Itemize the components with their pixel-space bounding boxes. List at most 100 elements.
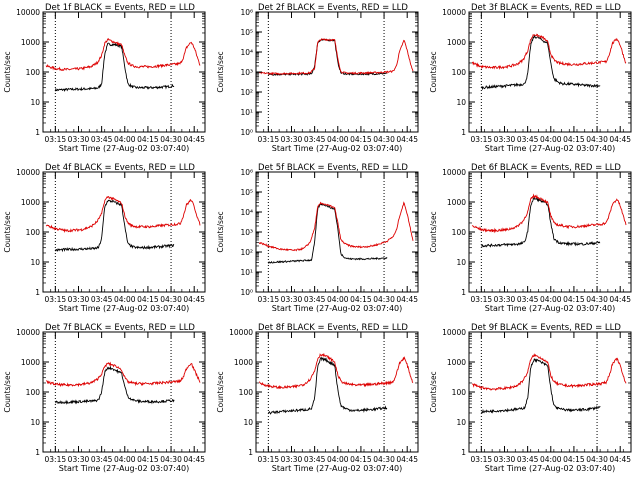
y-axis-label: Counts/sec bbox=[216, 211, 225, 252]
x-tick-label: 04:45 bbox=[183, 455, 205, 464]
y-tick-label: 10000 bbox=[442, 328, 466, 337]
y-tick-label: 100 bbox=[452, 228, 467, 237]
x-tick-label: 04:45 bbox=[183, 295, 205, 304]
x-tick-label: 04:15 bbox=[563, 295, 585, 304]
x-tick-label: 03:15 bbox=[258, 135, 280, 144]
series-lld bbox=[45, 361, 201, 388]
x-axis-label: Start Time (27-Aug-02 03:07:40) bbox=[485, 304, 616, 313]
x-tick-label: 04:30 bbox=[373, 135, 395, 144]
y-tick-label: 10 bbox=[456, 258, 466, 267]
x-tick-label: 03:15 bbox=[258, 295, 280, 304]
x-tick-label: 03:15 bbox=[45, 135, 67, 144]
series-events bbox=[268, 38, 388, 76]
x-axis-label: Start Time (27-Aug-02 03:07:40) bbox=[272, 144, 403, 153]
series-lld bbox=[471, 33, 627, 71]
plot-frame bbox=[468, 11, 632, 133]
x-tick-label: 03:15 bbox=[471, 135, 493, 144]
y-tick-label: 10¹ bbox=[240, 268, 253, 277]
y-tick-label: 1 bbox=[35, 288, 40, 297]
x-tick-label: 04:30 bbox=[160, 455, 182, 464]
y-tick-label: 1 bbox=[461, 288, 466, 297]
x-tick-label: 04:15 bbox=[350, 135, 372, 144]
x-axis-label: Start Time (27-Aug-02 03:07:40) bbox=[485, 464, 616, 473]
y-tick-label: 100 bbox=[26, 228, 41, 237]
x-tick-label: 03:45 bbox=[91, 295, 113, 304]
y-tick-label: 1 bbox=[35, 448, 40, 457]
panel-title: Det 2f BLACK = Events, RED = LLD bbox=[258, 3, 408, 13]
y-axis-label: Counts/sec bbox=[3, 51, 12, 92]
series-lld bbox=[258, 352, 414, 390]
y-tick-label: 10⁰ bbox=[240, 128, 253, 137]
y-tick-label: 1 bbox=[248, 448, 253, 457]
x-tick-label: 04:30 bbox=[373, 455, 395, 464]
x-axis-label: Start Time (27-Aug-02 03:07:40) bbox=[272, 464, 403, 473]
panel-det-9: Det 9f BLACK = Events, RED = LLD 1 10 100 10… bbox=[429, 323, 632, 473]
x-tick-label: 04:30 bbox=[373, 295, 395, 304]
x-tick-label: 03:45 bbox=[91, 455, 113, 464]
y-tick-label: 10000 bbox=[16, 168, 40, 177]
x-tick-label: 04:15 bbox=[350, 295, 372, 304]
y-tick-label: 1 bbox=[35, 128, 40, 137]
y-tick-label: 10000 bbox=[229, 328, 253, 337]
series-lld bbox=[258, 38, 414, 76]
x-tick-label: 04:45 bbox=[396, 295, 418, 304]
y-tick-label: 100 bbox=[452, 68, 467, 77]
y-tick-label: 1 bbox=[461, 128, 466, 137]
panel-title: Det 1f BLACK = Events, RED = LLD bbox=[45, 3, 195, 13]
y-tick-label: 10⁶ bbox=[240, 168, 253, 177]
x-tick-label: 03:45 bbox=[517, 135, 539, 144]
y-tick-label: 1000 bbox=[447, 358, 466, 367]
x-tick-label: 04:15 bbox=[563, 455, 585, 464]
y-tick-label: 1000 bbox=[21, 198, 40, 207]
panel-title: Det 8f BLACK = Events, RED = LLD bbox=[258, 323, 408, 333]
series-lld bbox=[471, 353, 627, 391]
x-tick-label: 03:15 bbox=[258, 455, 280, 464]
y-tick-label: 10³ bbox=[240, 228, 253, 237]
panel-title: Det 9f BLACK = Events, RED = LLD bbox=[471, 323, 621, 333]
x-tick-label: 03:45 bbox=[304, 455, 326, 464]
y-tick-label: 10000 bbox=[442, 168, 466, 177]
x-tick-label: 03:30 bbox=[494, 135, 516, 144]
x-tick-label: 03:30 bbox=[68, 135, 90, 144]
x-tick-label: 04:00 bbox=[327, 455, 349, 464]
x-tick-label: 03:30 bbox=[68, 455, 90, 464]
y-tick-label: 10² bbox=[240, 248, 253, 257]
x-tick-label: 04:30 bbox=[586, 455, 608, 464]
x-tick-label: 04:45 bbox=[609, 455, 631, 464]
x-axis-label: Start Time (27-Aug-02 03:07:40) bbox=[59, 144, 190, 153]
x-tick-label: 04:15 bbox=[137, 295, 159, 304]
panel-det-7: Det 7f BLACK = Events, RED = LLD 1 10 100 10… bbox=[3, 323, 206, 473]
x-axis-label: Start Time (27-Aug-02 03:07:40) bbox=[59, 464, 190, 473]
plot-frame bbox=[42, 331, 206, 453]
plot-frame bbox=[255, 331, 419, 453]
panel-title: Det 6f BLACK = Events, RED = LLD bbox=[471, 163, 621, 173]
x-tick-label: 03:45 bbox=[304, 135, 326, 144]
y-tick-label: 10⁴ bbox=[240, 48, 253, 57]
x-tick-label: 03:30 bbox=[68, 295, 90, 304]
y-axis-label: Counts/sec bbox=[429, 211, 438, 252]
x-tick-label: 04:00 bbox=[114, 295, 136, 304]
x-tick-label: 04:00 bbox=[114, 135, 136, 144]
x-tick-label: 04:00 bbox=[327, 135, 349, 144]
y-tick-label: 1000 bbox=[447, 38, 466, 47]
plot-frame bbox=[42, 171, 206, 293]
y-tick-label: 100 bbox=[26, 388, 41, 397]
x-tick-label: 04:45 bbox=[396, 135, 418, 144]
x-tick-label: 04:15 bbox=[137, 455, 159, 464]
plot-frame bbox=[468, 331, 632, 453]
x-tick-label: 03:45 bbox=[304, 295, 326, 304]
x-tick-label: 04:45 bbox=[396, 455, 418, 464]
y-tick-label: 10⁰ bbox=[240, 288, 253, 297]
panel-title: Det 3f BLACK = Events, RED = LLD bbox=[471, 3, 621, 13]
y-axis-label: Counts/sec bbox=[429, 51, 438, 92]
y-tick-label: 100 bbox=[239, 388, 254, 397]
y-axis-label: Counts/sec bbox=[3, 211, 12, 252]
x-axis-label: Start Time (27-Aug-02 03:07:40) bbox=[272, 304, 403, 313]
x-tick-label: 04:45 bbox=[609, 135, 631, 144]
x-tick-label: 03:45 bbox=[91, 135, 113, 144]
y-tick-label: 10 bbox=[30, 418, 40, 427]
y-tick-label: 10² bbox=[240, 88, 253, 97]
y-axis-label: Counts/sec bbox=[216, 371, 225, 412]
series-events bbox=[54, 42, 175, 93]
